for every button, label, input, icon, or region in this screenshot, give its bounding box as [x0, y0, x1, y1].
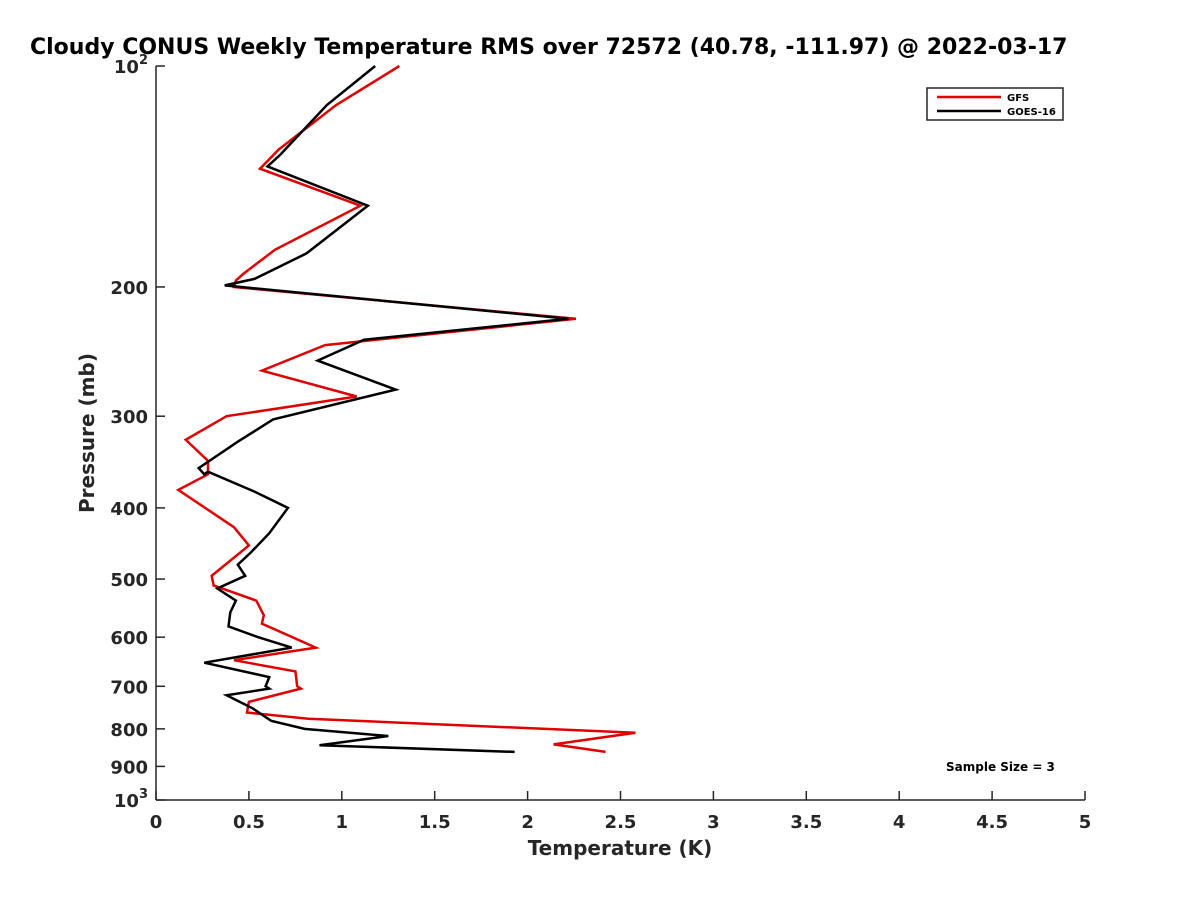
- y-tick-label: 500: [110, 570, 148, 591]
- x-tick-label: 1.5: [419, 812, 451, 833]
- x-axis-label: Temperature (K): [528, 836, 713, 860]
- x-tick-label: 0.5: [233, 812, 265, 833]
- x-tick-label: 4.5: [976, 812, 1008, 833]
- x-tick-label: 2.5: [605, 812, 637, 833]
- y-tick-label: 600: [110, 628, 148, 649]
- chart-title: Cloudy CONUS Weekly Temperature RMS over…: [30, 35, 1067, 60]
- x-tick-label: 5: [1079, 812, 1092, 833]
- x-tick-label: 3.5: [790, 812, 822, 833]
- legend: GFS GOES-16: [926, 87, 1064, 121]
- y-tick-label: 700: [110, 677, 148, 698]
- y-tick-label: 102: [114, 53, 148, 78]
- series-line-gfs: [175, 64, 636, 754]
- x-tick-label: 1: [336, 812, 349, 833]
- legend-box: [926, 87, 1064, 121]
- y-tick-label: 200: [110, 278, 148, 299]
- series-line-goes16: [196, 65, 569, 754]
- x-tick-label: 0: [150, 812, 163, 833]
- y-tick-label: 300: [110, 407, 148, 428]
- sample-size-annotation: Sample Size = 3: [946, 760, 1055, 774]
- y-tick-label: 400: [110, 499, 148, 520]
- y-tick-label: 900: [110, 757, 148, 778]
- legend-label-gfs: GFS: [1007, 93, 1029, 104]
- x-tick-label: 4: [893, 812, 906, 833]
- x-tick-label: 2: [521, 812, 534, 833]
- y-tick-label: 800: [110, 720, 148, 741]
- x-tick-label: 3: [707, 812, 720, 833]
- y-tick-label: 103: [114, 787, 148, 812]
- y-axis-label: Pressure (mb): [75, 353, 99, 513]
- legend-label-goes16: GOES-16: [1007, 107, 1056, 118]
